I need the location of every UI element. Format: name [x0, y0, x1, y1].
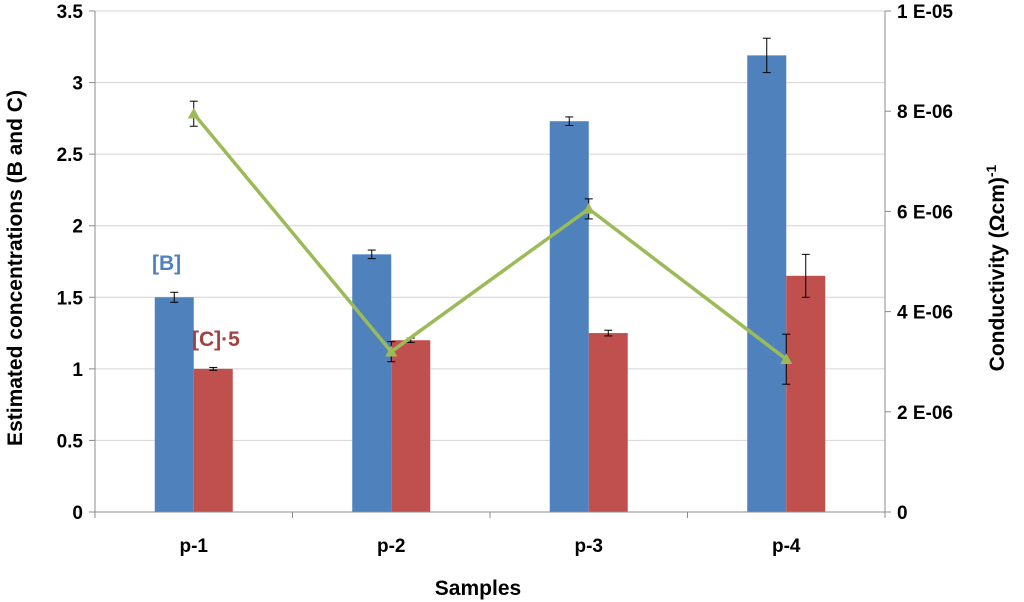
bar-c-p-3 — [588, 333, 628, 512]
x-tick-label: p-3 — [575, 536, 604, 557]
bar-b-p-3 — [549, 121, 589, 512]
y-tick-label: 0.5 — [57, 431, 84, 452]
tick-labels: 0 0.5 1 1.5 2 2.5 3 3.5 0 2 E-06 4 E-06 6 E-06 8 E-0… — [57, 2, 954, 557]
y-tick-label: 3 — [72, 74, 83, 95]
conductivity-marker-p-4 — [780, 353, 793, 364]
y2-axis-title: Conductivity (Ωcm)-1 — [983, 164, 1009, 371]
x-tick-label: p-2 — [377, 536, 406, 557]
conductivity-line — [187, 100, 793, 385]
annotation-b: [B] — [152, 252, 181, 275]
bar-c-p-1 — [193, 368, 233, 512]
annotation-c: [C]·5 — [192, 328, 240, 351]
y-tick-label: 1 — [72, 360, 83, 381]
bar-b-p-1 — [154, 297, 194, 512]
bar-c-p-4 — [786, 275, 826, 512]
bar-b-p-4 — [747, 55, 787, 512]
y-tick-label: 1.5 — [57, 288, 84, 309]
y-axis-title: Estimated concentrations (B and C) — [4, 90, 27, 446]
y-tick-label: 3.5 — [57, 2, 84, 23]
y2-axis-title-main: Conductivity (Ωcm) — [986, 177, 1009, 371]
axes — [89, 10, 891, 518]
bar-c-p-2 — [391, 340, 431, 512]
x-tick-label: p-4 — [772, 536, 801, 557]
y2-tick-label: 0 — [897, 503, 908, 524]
y-tick-label: 2 — [72, 217, 83, 238]
y2-tick-label: 1 E-05 — [897, 2, 953, 23]
y2-tick-label: 4 E-06 — [897, 303, 953, 324]
y-tick-label: 2.5 — [57, 145, 84, 166]
y2-tick-label: 6 E-06 — [897, 202, 953, 223]
conductivity-marker-p-3 — [582, 202, 595, 214]
x-axis-title: Samples — [435, 577, 521, 600]
y2-tick-label: 8 E-06 — [897, 102, 953, 123]
conductivity-polyline — [192, 112, 788, 361]
conductivity-marker-p-2 — [385, 345, 398, 357]
x-tick-label: p-1 — [180, 536, 209, 557]
y-tick-label: 0 — [72, 503, 83, 524]
y2-tick-label: 2 E-06 — [897, 403, 953, 424]
bars — [154, 37, 826, 513]
y2-axis-title-sup: -1 — [983, 164, 999, 177]
bar-b-p-2 — [352, 254, 392, 513]
conductivity-marker-p-1 — [187, 107, 200, 119]
